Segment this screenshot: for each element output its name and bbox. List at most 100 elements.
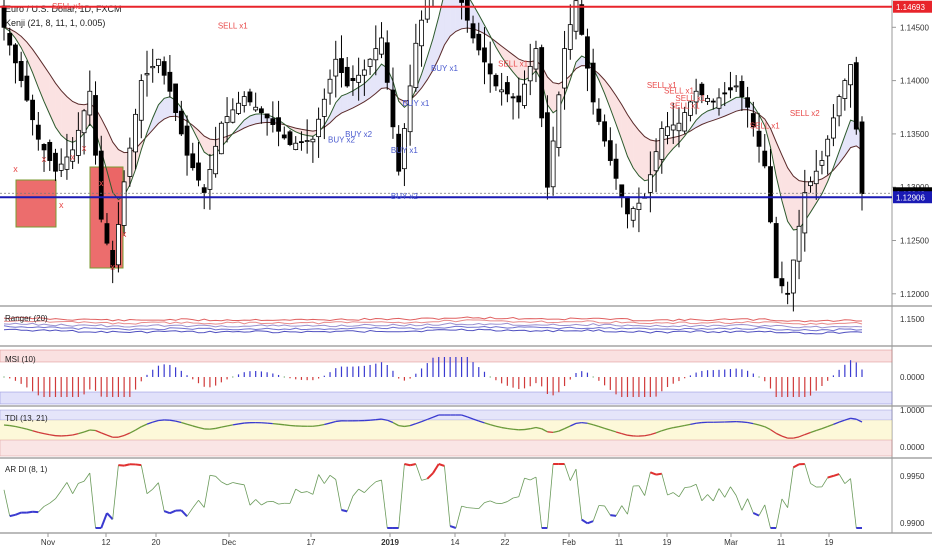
ardi-line-segment: [610, 514, 617, 517]
candle-body: [213, 145, 219, 175]
ardi-line-segment: [512, 496, 519, 499]
tdi-line-segment: [575, 422, 582, 425]
candle-body: [230, 109, 236, 123]
tdi-line-segment: [238, 422, 245, 425]
ardi-line-segment: [438, 463, 445, 467]
ardi-line-segment: [215, 476, 222, 483]
candle-body: [47, 141, 53, 161]
time-tick-label: 12: [102, 538, 111, 547]
candle-body: [573, 0, 579, 32]
ardi-line-segment: [827, 474, 834, 479]
candle-body: [493, 74, 499, 87]
ardi-line-segment: [158, 482, 165, 512]
candle-body: [350, 77, 356, 81]
ardi-line-segment: [621, 505, 628, 515]
ardi-line-segment: [587, 520, 594, 525]
ardi-line-segment: [655, 472, 662, 476]
signal-box: [15, 179, 57, 228]
tdi-line-segment: [673, 425, 680, 429]
ardi-line-segment: [295, 488, 302, 493]
candle-body: [842, 80, 848, 99]
tdi-line-segment: [72, 433, 79, 436]
tdi-line-segment: [312, 424, 319, 427]
time-tick-label: 2019: [381, 538, 399, 547]
tdi-line-segment: [284, 424, 291, 427]
ma-cloud-segment: [776, 141, 782, 201]
tdi-line-segment: [781, 435, 788, 439]
candle-body: [476, 33, 482, 51]
ma-cloud-segment: [610, 87, 617, 125]
ardi-line-segment: [318, 474, 325, 484]
ma-cloud-segment: [101, 118, 107, 172]
ardi-line-segment: [707, 494, 714, 502]
tdi-line-segment: [530, 426, 537, 430]
ardi-line-segment: [638, 485, 645, 496]
ardi-line-segment: [667, 492, 674, 496]
candle-body: [24, 75, 30, 101]
ardi-line-segment: [478, 502, 485, 509]
candle-body: [258, 108, 264, 113]
tdi-line-segment: [507, 427, 514, 430]
tdi-title: TDI (13, 21): [5, 414, 48, 423]
tdi-line-segment: [655, 430, 663, 434]
msi-dot: [592, 376, 594, 378]
candle-body: [281, 134, 287, 139]
ma-cloud-segment: [667, 137, 674, 156]
tdi-line-segment: [392, 421, 399, 427]
candle-body: [207, 169, 213, 190]
tdi-line-segment: [272, 422, 279, 425]
ardi-line-segment: [221, 481, 228, 486]
ma-cloud-segment: [793, 176, 800, 230]
tdi-line-segment: [615, 431, 622, 435]
tdi-line-segment: [226, 424, 233, 427]
candle-body: [550, 140, 556, 188]
candle-body: [310, 138, 316, 143]
sell-marker: x: [99, 178, 104, 188]
price-tick-label: 1.13500: [900, 130, 929, 139]
tdi-line-segment: [43, 433, 50, 436]
sell-marker: x: [70, 152, 75, 162]
ardi-line-segment: [547, 463, 554, 529]
tdi-line-segment: [232, 423, 239, 426]
ma-cloud-segment: [730, 97, 737, 114]
tdi-line-segment: [427, 416, 434, 421]
candle-body: [745, 97, 750, 108]
ma-cloud-segment: [66, 96, 73, 143]
candle-body: [539, 47, 545, 119]
ardi-line-segment: [747, 498, 754, 514]
ma-cloud-segment: [450, 0, 456, 37]
ardi-line-segment: [404, 463, 411, 467]
candle-body: [327, 78, 333, 94]
candle-body: [796, 225, 802, 262]
candle-body: [184, 125, 190, 156]
tdi-line-segment: [118, 434, 125, 438]
signal-label-buy: BUY x1: [402, 99, 430, 108]
tdi-line-segment: [175, 420, 182, 424]
tdi-tick-label-lower: 0.0000: [900, 443, 925, 452]
signal-label-buy: BUY x2: [391, 192, 419, 201]
chart-symbol-title: Euro / U.S. Dollar, 1D, FXCM: [5, 4, 122, 14]
tdi-line-segment: [158, 419, 165, 422]
ma-cloud-segment: [616, 95, 622, 141]
tdi-line-segment: [386, 419, 394, 424]
tdi-line-segment: [106, 434, 113, 438]
signal-label-sell: SELL x1: [670, 101, 700, 110]
ardi-line-segment: [335, 479, 342, 511]
sell-marker: x: [42, 154, 47, 164]
candle-body: [70, 149, 76, 162]
candle-body: [13, 44, 18, 64]
ma-cloud-segment: [576, 55, 582, 69]
ardi-line-segment: [289, 488, 297, 504]
tdi-line-segment: [432, 414, 439, 418]
ardi-line-segment: [272, 501, 279, 505]
ma-cloud-segment: [164, 96, 170, 120]
candle-body: [613, 158, 619, 179]
tdi-line-segment: [552, 430, 559, 433]
tdi-line-segment: [101, 432, 108, 436]
candle-body: [287, 131, 293, 145]
tdi-line-segment: [570, 422, 577, 427]
ardi-line-segment: [507, 497, 514, 502]
ma-cloud-segment: [49, 74, 56, 128]
candle-body: [516, 95, 522, 103]
